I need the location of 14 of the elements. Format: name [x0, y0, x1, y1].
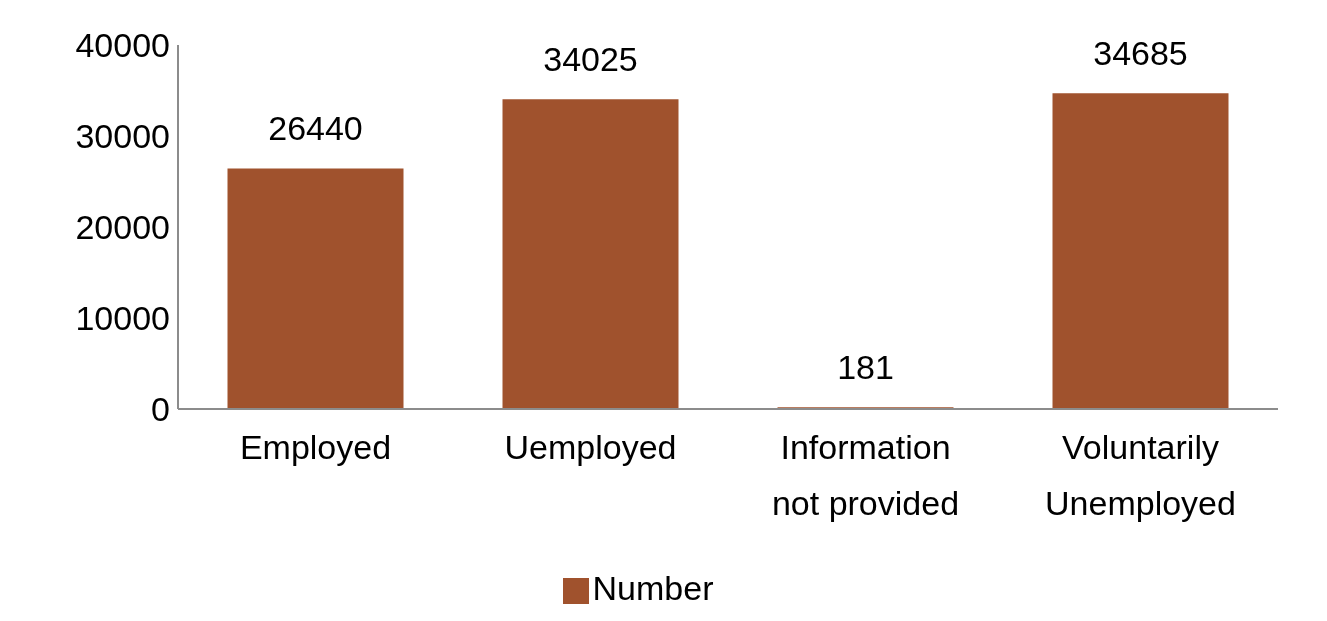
y-tick-label: 20000: [75, 208, 170, 247]
data-label: 181: [837, 348, 894, 387]
x-tick-label: Employed: [239, 428, 392, 466]
data-label: 34685: [1093, 34, 1188, 73]
x-tick-label: Uemployed: [504, 428, 677, 466]
data-label: 26440: [268, 109, 363, 148]
y-tick-label: 30000: [75, 117, 170, 156]
y-tick-label: 10000: [75, 299, 170, 338]
data-label: 34025: [543, 40, 638, 79]
x-tick-label: Voluntarily Unemployed: [1045, 428, 1236, 522]
y-tick-label: 0: [151, 390, 170, 429]
legend-label: Number: [592, 569, 714, 607]
x-tick-label: Information not provided: [771, 428, 960, 522]
y-tick-label: 40000: [75, 26, 170, 65]
